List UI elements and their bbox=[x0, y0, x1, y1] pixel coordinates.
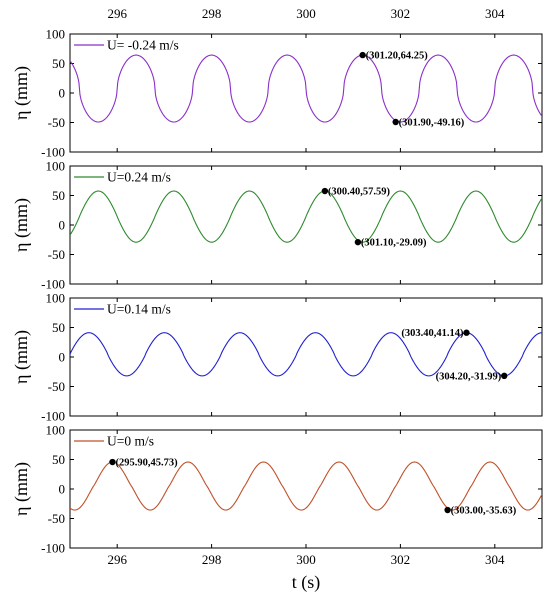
annotation-marker bbox=[444, 506, 451, 514]
y-tick-label: 0 bbox=[59, 86, 66, 101]
y-tick-label: 100 bbox=[46, 27, 66, 42]
legend-label: U=0.14 m/s bbox=[107, 302, 171, 317]
y-tick-label: 50 bbox=[52, 56, 65, 71]
x-tick-label: 296 bbox=[107, 552, 127, 567]
y-axis-title: η (mm) bbox=[11, 198, 32, 252]
x-tick-label: 300 bbox=[296, 552, 316, 567]
y-tick-label: 0 bbox=[59, 482, 66, 497]
y-axis-title: η (mm) bbox=[11, 330, 32, 384]
series-line bbox=[70, 190, 542, 243]
legend-label: U=0 m/s bbox=[107, 434, 154, 449]
panel-3: -100 -50 0 50 100 η (mm) U=0.14 m/s (303.40,41.… bbox=[11, 291, 543, 424]
annotation-marker bbox=[109, 458, 116, 466]
y-tick-label: -100 bbox=[41, 145, 65, 160]
x-tick-label: 298 bbox=[202, 552, 222, 567]
y-tick-label: 0 bbox=[59, 218, 66, 233]
annotation-marker bbox=[321, 187, 329, 195]
series-line bbox=[70, 332, 542, 377]
x-tick-label: 304 bbox=[485, 552, 505, 567]
panel-4: -100 -50 0 50 100 η (mm) U=0 m/s (295.90,45.73)… bbox=[11, 423, 543, 567]
annotation-marker bbox=[354, 238, 362, 246]
series-line bbox=[70, 461, 542, 511]
legend-label: U=0.24 m/s bbox=[107, 170, 171, 185]
panel-1: -100 -50 0 50 100 η (mm) U= -0.24 m/s (301.20,6… bbox=[11, 27, 543, 160]
annotation-label: (301.90,-49.16) bbox=[399, 118, 465, 129]
annotation-marker bbox=[392, 118, 399, 126]
legend-label: U= -0.24 m/s bbox=[107, 38, 179, 53]
series-line bbox=[70, 54, 542, 123]
y-tick-label: -50 bbox=[48, 379, 65, 394]
top-x-tick-label: 296 bbox=[107, 6, 127, 21]
top-x-tick-label: 300 bbox=[296, 6, 316, 21]
x-tick-label: 302 bbox=[391, 552, 411, 567]
y-tick-label: -100 bbox=[41, 409, 65, 424]
y-tick-label: 100 bbox=[46, 291, 66, 306]
top-x-tick-label: 304 bbox=[485, 6, 505, 21]
annotation-label: (295.90,45.73) bbox=[115, 458, 178, 469]
annotation-marker bbox=[463, 329, 470, 336]
x-axis-title: t (s) bbox=[292, 572, 321, 593]
annotation-marker bbox=[359, 51, 366, 59]
y-tick-label: 100 bbox=[46, 159, 66, 174]
annotation-label: (304.20,-31.99) bbox=[436, 371, 502, 382]
y-tick-label: 50 bbox=[52, 320, 65, 335]
y-tick-label: 0 bbox=[59, 350, 66, 365]
annotation-label: (300.40,57.59) bbox=[328, 187, 391, 198]
y-axis-title: η (mm) bbox=[11, 462, 32, 516]
annotation-label: (301.10,-29.09) bbox=[361, 238, 427, 249]
y-tick-label: -50 bbox=[48, 511, 65, 526]
annotation-label: (303.00,-35.63) bbox=[451, 506, 517, 517]
y-tick-label: -100 bbox=[41, 541, 65, 556]
annotation-label: (303.40,41.14) bbox=[401, 328, 464, 339]
top-x-tick-label: 298 bbox=[202, 6, 222, 21]
top-x-tick-label: 302 bbox=[391, 6, 411, 21]
y-tick-label: -100 bbox=[41, 277, 65, 292]
annotation-label: (301.20,64.25) bbox=[366, 51, 429, 62]
y-tick-label: 50 bbox=[52, 188, 65, 203]
y-tick-label: 50 bbox=[52, 452, 65, 467]
y-tick-label: 100 bbox=[46, 423, 66, 438]
y-axis-title: η (mm) bbox=[11, 66, 32, 120]
y-tick-label: -50 bbox=[48, 247, 65, 262]
panel-2: -100 -50 0 50 100 η (mm) U=0.24 m/s (300.40,57.… bbox=[11, 159, 543, 292]
annotation-marker bbox=[501, 372, 508, 380]
y-tick-label: -50 bbox=[48, 115, 65, 130]
